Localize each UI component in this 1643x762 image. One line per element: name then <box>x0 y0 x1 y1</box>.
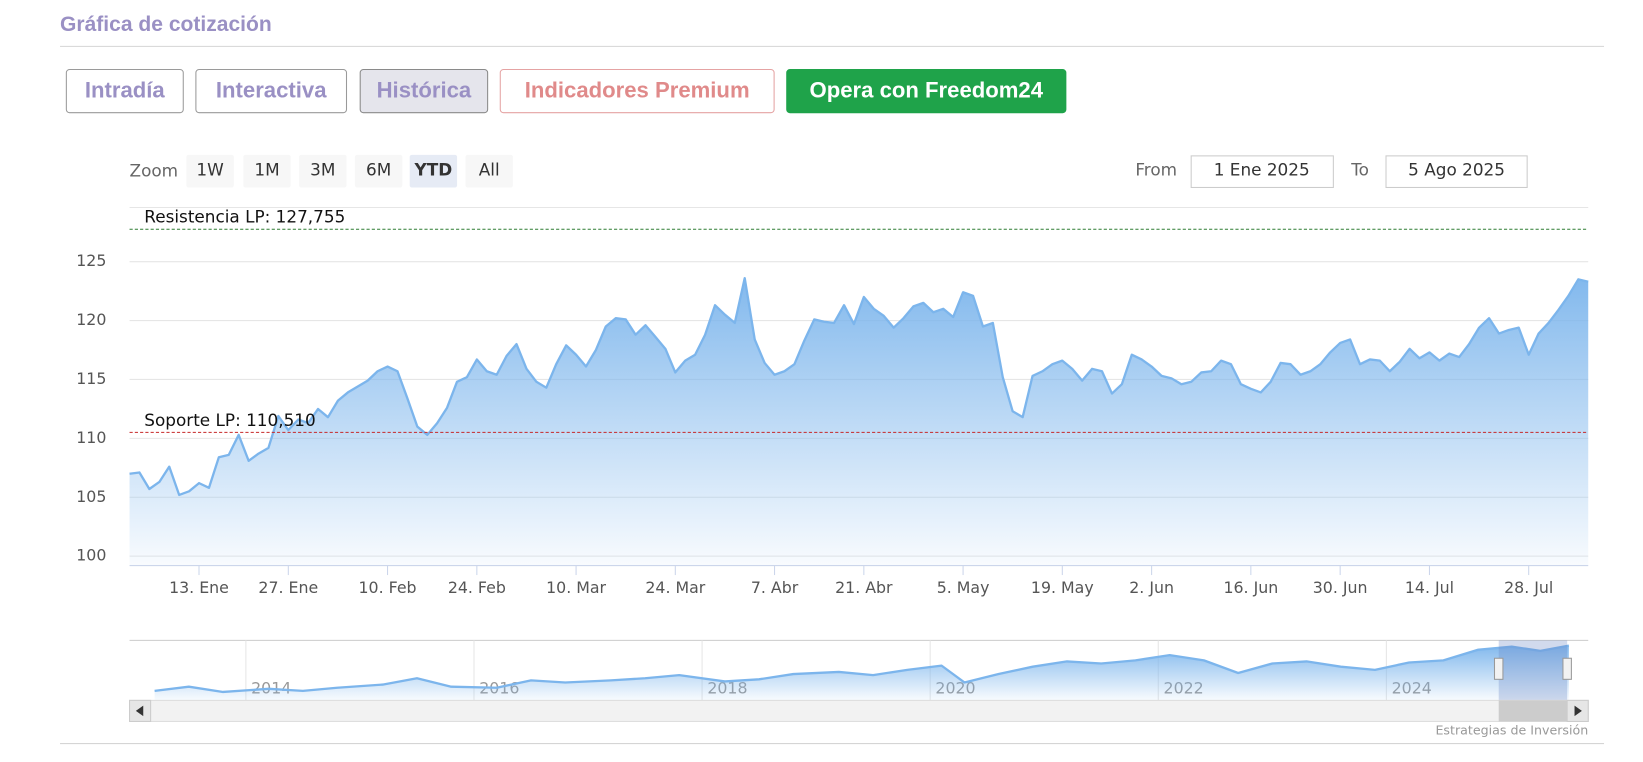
tab-button-label[interactable]: Opera con Freedom24 <box>810 77 1044 102</box>
area-fill <box>129 278 1589 566</box>
y-tick-label: 120 <box>76 310 106 329</box>
tab-button-label[interactable]: Histórica <box>377 77 472 102</box>
price-line <box>154 644 1570 694</box>
y-tick-label: 125 <box>76 251 106 270</box>
navigator-handle[interactable] <box>1493 657 1504 680</box>
tab-button[interactable] <box>499 68 775 114</box>
zoom-button[interactable] <box>186 154 234 188</box>
tab-button[interactable] <box>359 68 489 114</box>
zoom-button-label[interactable]: 3M <box>310 160 335 180</box>
area-fill <box>154 645 1569 701</box>
tab-button[interactable] <box>786 68 1067 114</box>
scrollbar-thumb[interactable] <box>1498 700 1568 722</box>
x-tick-label: 21. Abr <box>835 578 893 597</box>
tab-button[interactable] <box>195 68 348 114</box>
x-tick-label: 24. Feb <box>448 578 506 597</box>
zoom-button[interactable] <box>465 154 513 188</box>
x-tick-label: 28. Jul <box>1504 578 1553 597</box>
zoom-button[interactable] <box>409 154 458 188</box>
tab-button[interactable] <box>65 68 184 114</box>
date-input[interactable] <box>1190 155 1334 189</box>
credit: Estrategias de Inversión <box>1435 722 1588 737</box>
x-tick-label: 10. Mar <box>546 578 606 597</box>
x-tick-label: 14. Jul <box>1405 578 1454 597</box>
x-tick-label: 30. Jun <box>1313 578 1368 597</box>
navigator-handle[interactable] <box>1562 657 1572 680</box>
arrow-icon <box>135 705 144 717</box>
x-tick-label: 10. Feb <box>359 578 417 597</box>
zoom-button-label[interactable]: 1M <box>254 160 279 180</box>
zoom-button-label[interactable]: YTD <box>414 160 453 180</box>
date-value[interactable]: 1 Ene 2025 <box>1214 160 1310 180</box>
y-tick-label: 110 <box>76 428 106 447</box>
zoom-button-label[interactable]: All <box>479 160 500 180</box>
zoom-button-label[interactable]: 6M <box>366 160 391 180</box>
price-line <box>129 276 1589 497</box>
x-tick-label: 24. Mar <box>645 578 705 597</box>
date-value[interactable]: 5 Ago 2025 <box>1408 160 1505 180</box>
tab-button-label[interactable]: Indicadores Premium <box>525 77 750 102</box>
y-tick-label: 105 <box>76 487 106 506</box>
navigator-selection[interactable] <box>1498 640 1568 701</box>
arrow-icon <box>1574 705 1582 717</box>
scrollbar-track <box>129 699 1589 722</box>
x-tick-label: 7. Abr <box>751 578 799 597</box>
y-tick-label: 115 <box>76 369 106 388</box>
x-tick-label: 27. Ene <box>258 578 318 597</box>
x-tick-label: 2. Jun <box>1129 578 1174 597</box>
zoom-button[interactable] <box>299 154 347 188</box>
x-tick-label: 19. May <box>1031 578 1094 597</box>
tab-button-label[interactable]: Intradía <box>85 77 166 102</box>
zoom-button-label[interactable]: 1W <box>196 160 224 180</box>
plot-line-label: Resistencia LP: 127,755 <box>144 207 345 227</box>
from-label: From <box>1135 160 1177 180</box>
zoom-label: Zoom <box>130 161 179 181</box>
x-tick-label: 5. May <box>937 578 990 597</box>
to-label: To <box>1350 160 1369 180</box>
zoom-button[interactable] <box>243 154 291 188</box>
x-tick-label: 16. Jun <box>1223 578 1278 597</box>
zoom-button[interactable] <box>354 154 403 188</box>
widget-title: Gráfica de cotización <box>60 13 272 36</box>
y-tick-label: 100 <box>76 546 106 565</box>
tab-button-label[interactable]: Interactiva <box>216 77 327 102</box>
date-input[interactable] <box>1385 155 1528 189</box>
x-tick-label: 13. Ene <box>169 578 229 597</box>
plot-line-label: Soporte LP: 110,510 <box>144 410 315 430</box>
